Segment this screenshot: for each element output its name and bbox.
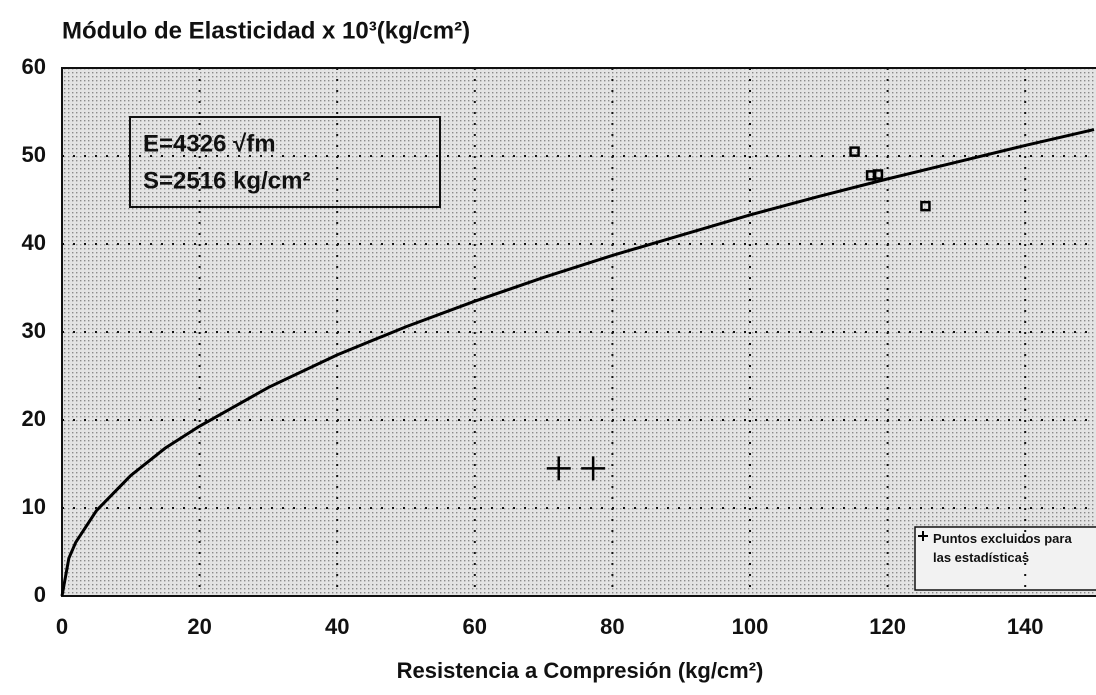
x-axis-label: Resistencia a Compresión (kg/cm²) [397,658,764,683]
y-tick-label: 40 [22,230,46,255]
point [920,200,931,212]
x-tick-label: 140 [1007,614,1044,639]
annotation-box [129,116,441,208]
x-tick-label: 60 [463,614,487,639]
annotation: E=4326 √fm [143,130,276,157]
x-tick-label: 20 [187,614,211,639]
point [849,146,860,157]
y-tick-label: 10 [22,494,46,519]
annotation: S=2516 kg/cm² [143,167,310,194]
legend-box [914,526,1096,591]
y-tick-label: 60 [22,54,46,79]
point [872,169,884,180]
excluded-point [546,456,571,481]
legend-label: Puntos excluidos para las estadísticas [933,531,1072,565]
chart-title: Módulo de Elasticidad x 10³(kg/cm²) [62,17,470,44]
y-tick-label: 50 [22,142,46,167]
y-tick-label: 30 [22,318,46,343]
x-tick-label: 120 [869,614,906,639]
y-tick-label: 0 [34,582,46,607]
y-tick-label: 20 [22,406,46,431]
legend-marker [918,531,928,541]
excluded-point [581,456,606,481]
x-tick-label: 100 [732,614,769,639]
x-tick-label: 40 [325,614,349,639]
curve [60,128,1095,597]
x-tick-label: 0 [56,614,68,639]
x-tick-label: 80 [600,614,624,639]
